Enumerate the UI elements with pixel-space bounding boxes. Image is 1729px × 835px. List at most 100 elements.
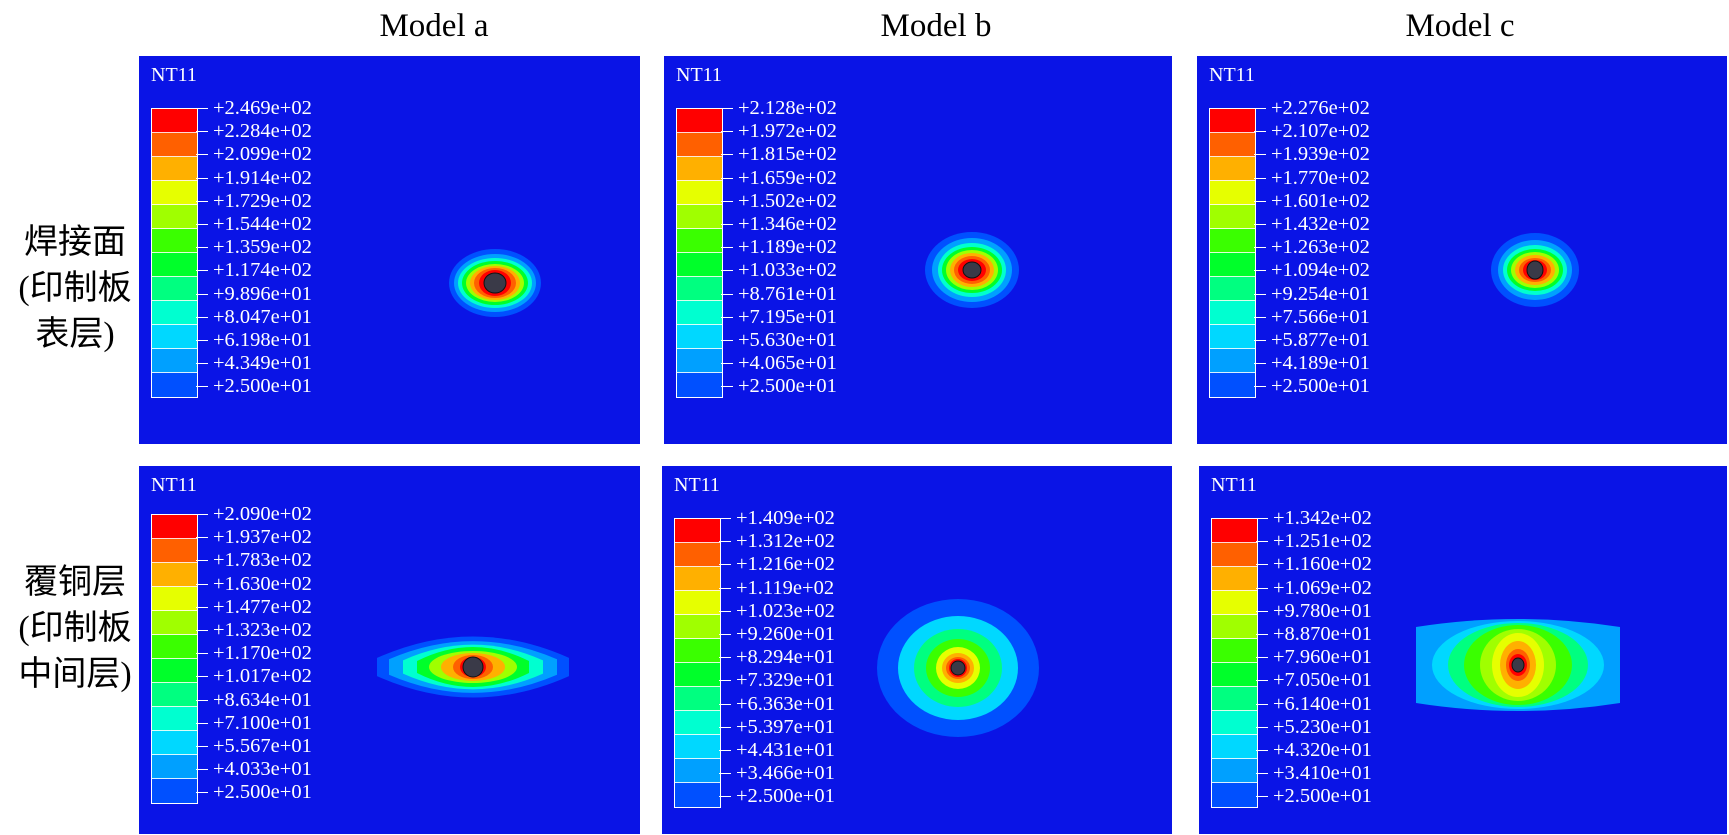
color-legend-bar <box>674 518 721 808</box>
legend-swatch <box>677 205 722 229</box>
legend-swatch <box>677 325 722 349</box>
legend-tick <box>196 606 208 608</box>
contour-panel-b-copper: NT11 +1.409e+02 +1.312e+02 +1.216e+02 +1.119… <box>662 466 1172 834</box>
legend-tick <box>196 699 208 701</box>
legend-value-label: +2.500e+01 <box>738 375 837 398</box>
legend-swatch <box>1212 759 1257 783</box>
legend-value-label: +1.729e+02 <box>213 189 312 212</box>
legend-value-label: +2.107e+02 <box>1271 120 1370 143</box>
legend-value-label: +7.100e+01 <box>213 711 312 734</box>
legend-tick <box>196 537 208 539</box>
legend-swatch <box>675 567 720 591</box>
legend-swatch <box>677 229 722 253</box>
legend-value-label: +2.500e+01 <box>1271 375 1370 398</box>
via-hole <box>962 261 982 279</box>
legend-tick <box>1254 154 1266 156</box>
column-title-model-c: Model c <box>1405 8 1515 44</box>
legend-swatch <box>152 277 197 301</box>
legend-tick <box>719 518 731 519</box>
legend-swatch <box>152 205 197 229</box>
legend-value-label: +6.363e+01 <box>736 692 835 715</box>
via-hole <box>462 656 484 678</box>
legend-swatch <box>152 109 197 133</box>
legend-tick <box>721 224 733 225</box>
legend-tick <box>1254 293 1266 295</box>
legend-swatch <box>1210 253 1255 277</box>
legend-swatch <box>677 301 722 325</box>
legend-swatch <box>152 253 197 277</box>
legend-value-label: +4.065e+01 <box>738 352 837 375</box>
color-legend-bar <box>1211 518 1258 808</box>
legend-value-label: +1.323e+02 <box>213 619 312 641</box>
legend-tick <box>719 750 731 751</box>
legend-swatch <box>675 615 720 639</box>
legend-swatch <box>152 683 197 707</box>
legend-tick <box>196 154 208 156</box>
legend-value-label: +1.170e+02 <box>213 642 312 665</box>
legend-value-label: +2.284e+02 <box>213 120 312 143</box>
legend-value-label: +4.189e+01 <box>1271 352 1370 375</box>
legend-tick <box>1254 316 1266 318</box>
legend-value-label: +4.349e+01 <box>213 352 312 375</box>
legend-value-label: +7.329e+01 <box>736 669 835 692</box>
legend-swatch <box>675 759 720 783</box>
legend-tick <box>1254 224 1266 225</box>
legend-swatch <box>675 591 720 615</box>
legend-tick <box>196 630 208 631</box>
legend-value-label: +1.069e+02 <box>1273 576 1372 599</box>
temperature-contour-plot <box>377 636 569 698</box>
legend-swatch <box>1210 349 1255 373</box>
legend-tick <box>1256 726 1268 728</box>
row-label-copper-line3: 中间层) <box>18 656 132 693</box>
legend-swatch <box>152 157 197 181</box>
column-title-model-b: Model b <box>880 8 992 44</box>
legend-tick <box>719 634 731 635</box>
temperature-contour-plot <box>449 249 541 317</box>
legend-value-label: +6.198e+01 <box>213 329 312 351</box>
legend-tick <box>196 340 208 341</box>
legend-swatch <box>1212 591 1257 615</box>
legend-tick <box>196 270 208 272</box>
legend-tick <box>196 514 208 515</box>
legend-value-label: +1.119e+02 <box>736 576 835 599</box>
legend-value-label: +1.251e+02 <box>1273 530 1372 553</box>
legend-value-label: +5.230e+01 <box>1273 715 1372 738</box>
color-legend-bar <box>151 108 198 398</box>
legend-tick <box>196 200 208 202</box>
legend-value-label: +1.017e+02 <box>213 665 312 688</box>
temperature-contour-plot <box>925 232 1019 308</box>
legend-swatch <box>1212 639 1257 663</box>
legend-value-label: +2.090e+02 <box>213 503 312 525</box>
legend-tick <box>719 726 731 728</box>
legend-swatch <box>675 735 720 759</box>
legend-value-label: +9.254e+01 <box>1271 282 1370 305</box>
legend-value-label: +1.023e+02 <box>736 599 835 622</box>
legend-swatch <box>152 587 197 611</box>
legend-value-label: +1.659e+02 <box>738 166 837 189</box>
legend-swatch <box>1210 205 1255 229</box>
via-hole <box>1526 260 1544 280</box>
legend-value-label: +1.342e+02 <box>1273 507 1372 529</box>
legend-tick <box>196 108 208 109</box>
legend-tick <box>1254 340 1266 341</box>
legend-swatch <box>1210 109 1255 133</box>
legend-tick <box>721 316 733 318</box>
legend-value-label: +1.312e+02 <box>736 530 835 553</box>
legend-swatch <box>675 783 720 807</box>
legend-tick <box>719 610 731 612</box>
via-hole <box>950 660 966 676</box>
legend-swatch <box>152 325 197 349</box>
color-legend-bar <box>151 514 198 804</box>
legend-tick <box>719 541 731 543</box>
legend-value-label: +5.397e+01 <box>736 715 835 738</box>
legend-value-label: +1.346e+02 <box>738 213 837 235</box>
contour-panel-a-surface: NT11 +2.469e+02 +2.284e+02 +2.099e+02 +1.914… <box>139 56 640 444</box>
legend-value-label: +1.174e+02 <box>213 259 312 282</box>
legend-tick <box>1254 177 1266 179</box>
legend-swatch <box>1210 181 1255 205</box>
legend-value-label: +7.566e+01 <box>1271 305 1370 328</box>
temperature-contour-plot <box>1491 233 1579 307</box>
legend-tick <box>719 680 731 682</box>
legend-tick <box>196 293 208 295</box>
legend-tick <box>1256 773 1268 775</box>
